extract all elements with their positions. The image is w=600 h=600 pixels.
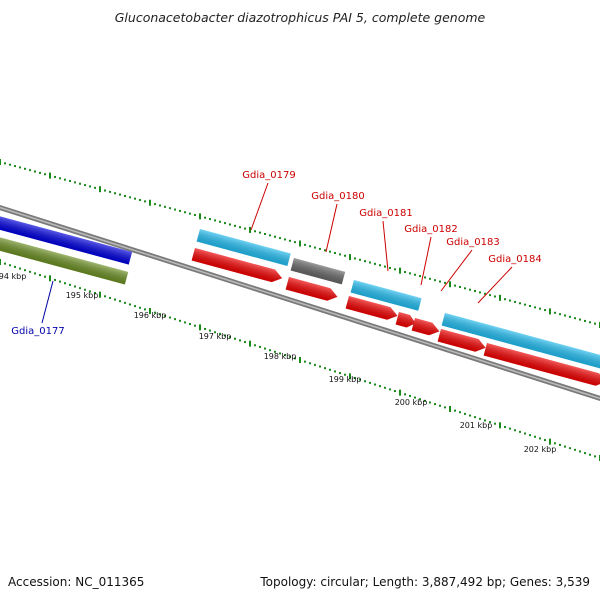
backbone-highlight <box>0 206 600 400</box>
gene-gdia-0182[interactable] <box>395 312 418 330</box>
kbp-tick-label: 197 kbp <box>199 332 232 341</box>
genome-backbone <box>0 204 600 402</box>
gene-gdia-0184[interactable] <box>441 313 600 370</box>
kbp-tick-label: 195 kbp <box>66 291 99 300</box>
kbp-tick-label: 199 kbp <box>329 375 362 384</box>
gene-gdia-0180[interactable] <box>290 258 346 285</box>
label-gdia-0182-leader <box>420 236 432 286</box>
genome-summary-text: Topology: circular; Length: 3,887,492 bp… <box>260 575 590 589</box>
gene-red-d[interactable] <box>437 329 488 354</box>
label-gdia-0183[interactable]: Gdia_0183 <box>446 237 499 248</box>
gene-gdia-0182-shade <box>395 312 416 328</box>
scale-ticks: 194 kbp 195 kbp 196 kbp 197 kbp 198 kbp 199 k… <box>0 159 600 461</box>
gene-blue-gene-shade <box>0 215 133 265</box>
label-gdia-0180[interactable]: Gdia_0180 <box>311 191 364 202</box>
gene-red-e-shade <box>483 343 600 386</box>
label-gdia-0179[interactable]: Gdia_0179 <box>242 170 295 181</box>
gene-red-d-shade <box>437 329 486 352</box>
gene-red-c-shade <box>345 296 398 320</box>
label-gdia-0181[interactable]: Gdia_0181 <box>359 208 412 219</box>
accession-text: Accession: NC_011365 <box>8 575 145 589</box>
label-gdia-0184-leader <box>477 266 513 304</box>
gene-gdia-0180-shade <box>290 258 346 285</box>
genome-title: Gluconacetobacter diazotrophicus PAI 5, … <box>114 10 486 25</box>
gene-gdia-0183[interactable] <box>411 318 441 338</box>
gene-blue-gene[interactable] <box>0 215 133 265</box>
label-gdia-0179-leader <box>250 182 269 231</box>
gene-red-c[interactable] <box>345 296 400 322</box>
gene-red-b[interactable] <box>285 277 340 303</box>
gene-red-b-shade <box>285 277 338 301</box>
gene-gdia-0184-shade <box>441 313 600 370</box>
label-gdia-0184[interactable]: Gdia_0184 <box>488 254 541 265</box>
kbp-tick-label: 196 kbp <box>134 311 167 320</box>
gene-labels: Gdia_0177 Gdia_0179 Gdia_0180 Gdia_0181 Gdia… <box>11 170 541 337</box>
label-gdia-0181-leader <box>382 220 389 272</box>
gene-red-a[interactable] <box>191 248 284 285</box>
gene-red-a-shade <box>191 248 283 283</box>
gene-track <box>0 215 600 388</box>
kbp-tick-label: 194 kbp <box>0 272 26 281</box>
gene-gdia-0181-shade <box>350 280 422 311</box>
kbp-tick-label: 201 kbp <box>460 421 493 430</box>
gene-gdia-0179[interactable] <box>196 229 291 267</box>
gene-gdia-0179-shade <box>196 229 291 267</box>
label-gdia-0177[interactable]: Gdia_0177 <box>11 326 64 337</box>
gene-gdia-0183-shade <box>411 318 440 336</box>
gene-gdia-0181[interactable] <box>350 280 422 311</box>
gene-gdia-0177-shade <box>0 236 129 285</box>
label-gdia-0177-leader <box>41 280 54 324</box>
label-gdia-0183-leader <box>440 249 473 292</box>
label-gdia-0182[interactable]: Gdia_0182 <box>404 224 457 235</box>
kbp-tick-label: 202 kbp <box>524 445 557 454</box>
gene-red-e[interactable] <box>483 343 600 388</box>
kbp-tick-label: 198 kbp <box>264 352 297 361</box>
label-gdia-0180-leader <box>325 203 338 253</box>
kbp-tick-label: 200 kbp <box>395 398 428 407</box>
gene-gdia-0177[interactable] <box>0 236 129 285</box>
